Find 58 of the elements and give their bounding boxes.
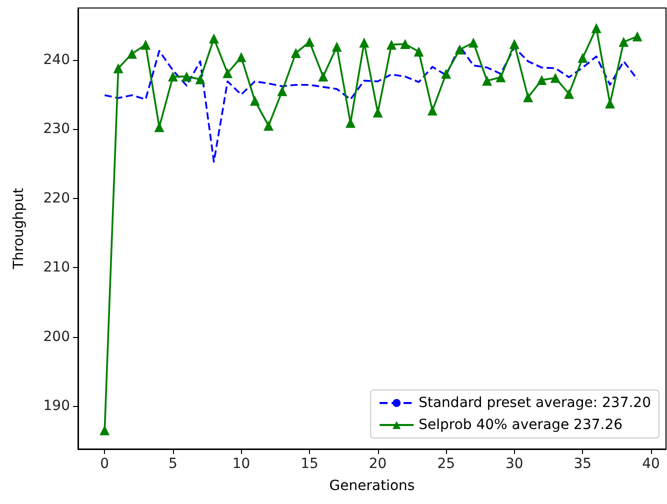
point [564, 88, 574, 99]
point [454, 44, 465, 55]
point [400, 39, 410, 49]
point [414, 46, 424, 57]
point [386, 40, 396, 50]
y-axis-title: Throughput [11, 187, 27, 270]
point [632, 31, 642, 42]
point [182, 72, 192, 82]
point [140, 40, 151, 50]
point [290, 48, 301, 58]
point [372, 108, 383, 118]
x-axis-title: Generations [329, 478, 415, 494]
point [441, 68, 452, 79]
legend-label: Standard preset average: 237.20 [418, 395, 652, 411]
x-tick-label: 15 [300, 456, 318, 472]
y-tick-label: 190 [43, 398, 70, 414]
point [318, 72, 328, 82]
point [100, 425, 110, 436]
x-tick-label: 25 [437, 456, 456, 472]
point [113, 63, 124, 74]
x-tick-label: 20 [368, 456, 387, 472]
point [264, 120, 274, 131]
point [523, 92, 534, 102]
point [277, 86, 288, 96]
y-tick-label: 210 [43, 260, 70, 276]
point [250, 96, 260, 106]
point [195, 74, 206, 84]
point [154, 122, 164, 132]
point [126, 48, 137, 59]
point [482, 76, 492, 86]
legend-label: Selprob 40% average 237.26 [418, 417, 623, 433]
y-tick-label: 240 [43, 52, 70, 68]
point [618, 36, 629, 47]
point [536, 75, 547, 85]
point [468, 38, 478, 48]
x-tick-label: 5 [168, 456, 178, 472]
point [168, 72, 178, 82]
point [578, 52, 588, 63]
point [496, 72, 506, 82]
point [208, 33, 219, 44]
point [591, 23, 602, 34]
point [304, 36, 315, 47]
y-tick-label: 200 [43, 328, 70, 345]
x-tick-label: 35 [574, 456, 592, 472]
point [509, 39, 520, 49]
y-tick-label: 220 [43, 190, 70, 206]
x-tick-label: 40 [642, 456, 660, 472]
x-tick-label: 10 [232, 456, 250, 472]
x-tick-label: 30 [505, 456, 524, 472]
point [427, 105, 438, 116]
point [605, 98, 615, 109]
point [550, 72, 560, 83]
point [359, 38, 370, 48]
point [332, 42, 342, 52]
y-tick-label: 230 [43, 121, 70, 138]
point [222, 68, 233, 78]
point [236, 52, 246, 62]
x-tick-label: 0 [100, 456, 110, 472]
